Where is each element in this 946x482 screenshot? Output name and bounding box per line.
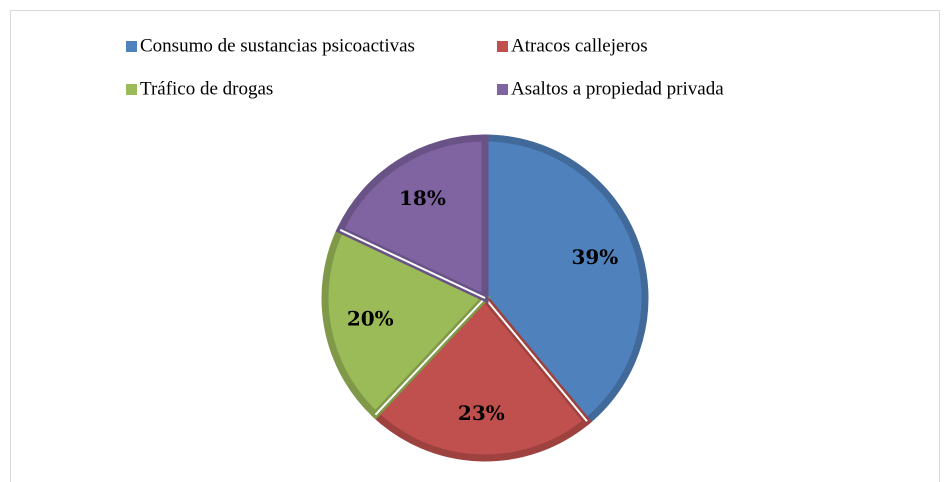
data-label: 20% xyxy=(347,306,394,330)
legend-label: Asaltos a propiedad privada xyxy=(511,78,724,99)
legend-swatch xyxy=(126,84,137,95)
pie-slice xyxy=(321,225,491,420)
legend-swatch xyxy=(126,41,137,52)
legend-label: Consumo de sustancias psicoactivas xyxy=(140,35,415,56)
legend-label: Tráfico de drogas xyxy=(140,78,273,99)
slice-separator xyxy=(374,297,486,416)
pie-slice xyxy=(335,134,489,304)
legend-swatch xyxy=(497,84,508,95)
data-label: 39% xyxy=(571,245,618,269)
chart-frame xyxy=(10,10,940,482)
data-label: 23% xyxy=(458,401,505,425)
legend-swatch xyxy=(497,41,508,52)
slice-separator xyxy=(339,228,486,299)
data-label: 18% xyxy=(399,186,446,210)
slice-separator xyxy=(484,297,588,422)
legend-label: Atracos callejeros xyxy=(511,35,648,56)
pie-slice xyxy=(370,292,592,462)
pie-slice xyxy=(481,134,649,427)
